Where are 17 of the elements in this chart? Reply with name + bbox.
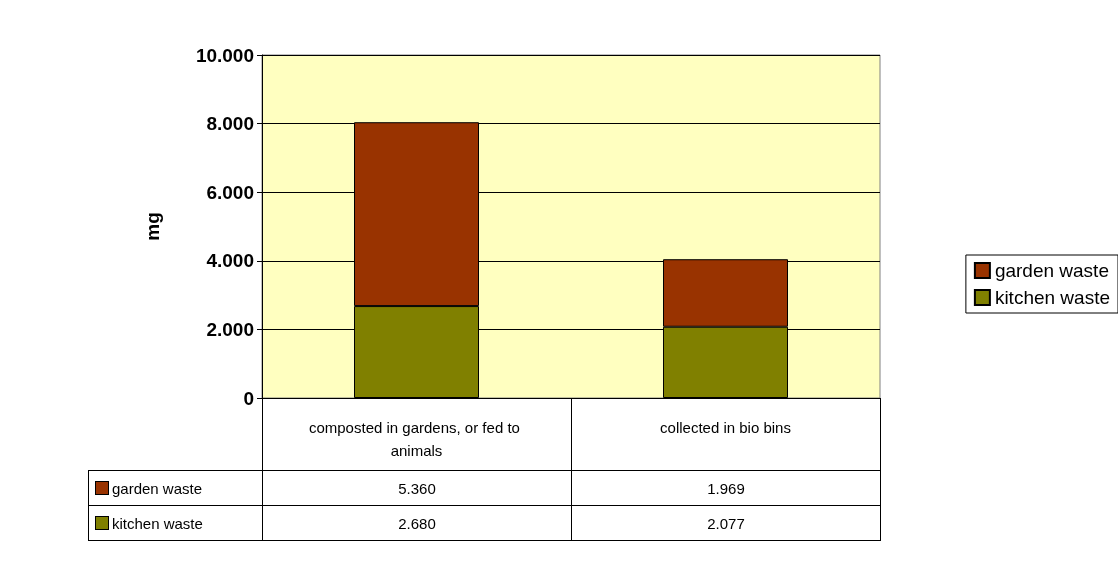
data-label: 5.360 [262, 470, 572, 506]
legend-label: kitchen waste [88, 505, 263, 541]
y-tick-label: 10.000 [195, 44, 254, 66]
text: kitchen waste [994, 287, 1111, 308]
legend-label: garden waste [994, 260, 1109, 281]
x-tick-label: composted in gardens, or fed to animals [308, 419, 525, 459]
y-tick-label: 4.000 [206, 250, 254, 272]
y-tick-label: 8.000 [206, 113, 254, 135]
y-axis-title: mg [142, 212, 163, 241]
data-label: 2.680 [262, 505, 572, 541]
y-tick-label: 2.000 [206, 318, 254, 340]
y-tick-label: 6.000 [206, 181, 254, 203]
x-tick-label: collected in bio bins [660, 419, 791, 436]
data-label: 2.077 [571, 505, 881, 541]
y-tick-label: 0 [243, 387, 254, 409]
data-label: 1.969 [571, 470, 881, 506]
text: garden waste [112, 479, 203, 497]
